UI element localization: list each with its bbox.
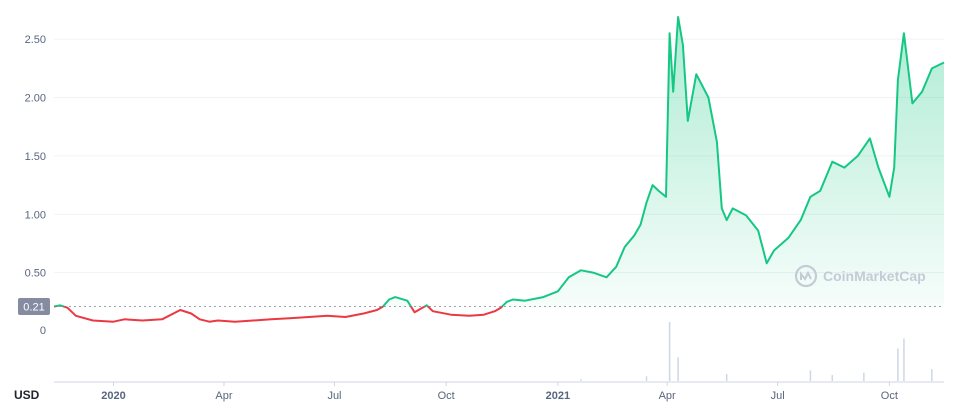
y-tick-label: 1.50: [25, 151, 46, 163]
coinmarketcap-logo-icon: [794, 264, 818, 288]
y-tick-label: 2.00: [25, 93, 46, 105]
x-tick-label: 2020: [101, 390, 125, 402]
watermark-text: CoinMarketCap: [823, 268, 926, 284]
volume-bar: [903, 338, 905, 381]
volume-bar: [831, 375, 834, 381]
price-area-fill: [54, 17, 944, 307]
x-axis: 2020 Apr Jul Oct 2021 Apr Jul Oct: [101, 382, 898, 402]
x-tick-label: Jul: [771, 390, 785, 402]
y-axis: 0.50 1.00 1.50 2.00 2.50: [25, 34, 46, 279]
x-tick-label: Apr: [215, 390, 232, 402]
price-line-below-reference: [53, 306, 504, 323]
volume-bar: [668, 322, 671, 381]
y-tick-label: 0.50: [25, 268, 46, 280]
volume-bars: [580, 322, 933, 381]
volume-bar: [897, 348, 899, 381]
x-tick-label: Apr: [659, 390, 676, 402]
volume-bar: [863, 372, 865, 381]
volume-bar: [725, 373, 728, 381]
price-line-above-reference: [53, 16, 945, 307]
x-tick-label: Jul: [327, 390, 341, 402]
volume-bar: [809, 370, 812, 381]
currency-label: USD: [14, 388, 40, 402]
volume-bar: [677, 357, 679, 381]
volume-axis-label: 0: [40, 325, 46, 337]
volume-bar: [931, 369, 933, 381]
coinmarketcap-watermark: CoinMarketCap: [794, 264, 926, 288]
y-tick-label: 2.50: [25, 34, 46, 46]
volume-bar: [580, 379, 582, 381]
x-tick-label: Oct: [881, 390, 898, 402]
y-tick-label: 1.00: [25, 209, 46, 221]
volume-bar: [645, 376, 648, 381]
x-tick-label: Oct: [438, 390, 455, 402]
reference-badge: 0.21: [18, 297, 50, 315]
reference-value-label: 0.21: [23, 301, 44, 313]
x-tick-label: 2021: [546, 390, 570, 402]
